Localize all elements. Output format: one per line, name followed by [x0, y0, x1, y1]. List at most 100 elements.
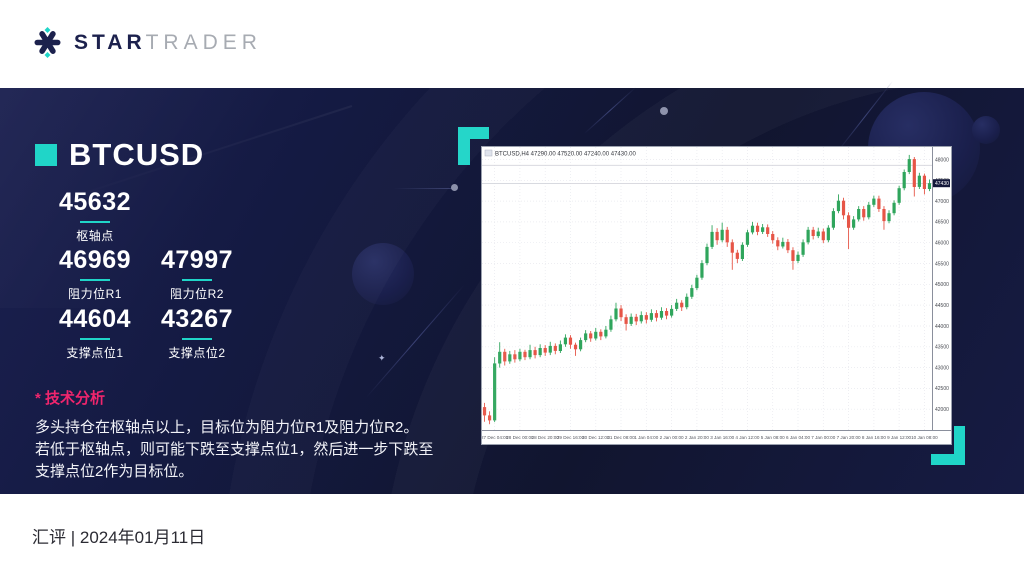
brand-trader: TRADER: [145, 30, 262, 54]
star-asterisk-icon: [32, 27, 63, 58]
candle: [599, 329, 603, 341]
teal-underline: [80, 338, 110, 340]
candle: [624, 314, 628, 331]
candlestick-chart: 42000 42500 43000 43500 44000 44500 45000 45500…: [482, 147, 951, 440]
support1-value: 44604: [58, 305, 132, 333]
candle: [659, 307, 664, 320]
candle: [761, 224, 765, 234]
brand-logo: STARTRADER: [32, 27, 262, 58]
svg-text:44500: 44500: [935, 303, 949, 309]
candle: [518, 348, 522, 362]
candle: [639, 311, 643, 324]
footer-date-text: 汇评 | 2024年01月11日: [32, 528, 206, 547]
candle: [806, 226, 810, 245]
candle: [750, 221, 755, 235]
candle: [755, 222, 760, 236]
teal-square-bullet: [35, 144, 57, 166]
candle: [670, 305, 674, 318]
resistance2-value: 47997: [160, 246, 234, 274]
chart-title: BTCUSD,H4 47290.00 47520.00 47240.00 474…: [495, 151, 636, 157]
candle: [710, 225, 714, 249]
brand-star: STAR: [74, 30, 146, 54]
candle: [791, 247, 795, 270]
candle: [619, 305, 623, 321]
candle: [892, 200, 896, 216]
sparkle-icon: ✦: [378, 353, 386, 363]
analysis-title: * 技术分析: [35, 390, 106, 407]
candle: [508, 350, 512, 364]
candle: [553, 343, 557, 355]
resistance1-value: 46969: [58, 246, 132, 274]
svg-text:2 Jan 00:00: 2 Jan 00:00: [660, 435, 684, 440]
candle: [695, 274, 699, 291]
candle: [846, 212, 851, 249]
candle: [867, 201, 871, 220]
candle: [614, 302, 618, 322]
svg-text:27 Dec 04:00: 27 Dec 04:00: [482, 435, 509, 440]
candle: [826, 225, 830, 243]
symbol-title: BTCUSD: [69, 137, 205, 172]
candle: [568, 335, 573, 349]
candle: [786, 239, 790, 254]
svg-text:8 Jan 16:00: 8 Jan 16:00: [862, 435, 886, 440]
candle: [690, 284, 694, 299]
current-price-tag: [933, 179, 950, 188]
candle: [730, 239, 734, 270]
planet-decoration-small: [972, 116, 1000, 144]
analysis-line: 多头持仓在枢轴点以上，目标位为阻力位R1及阻力位R2。: [35, 419, 419, 436]
svg-text:45000: 45000: [935, 282, 949, 288]
resistance2-block: 47997 阻力位R2: [136, 246, 258, 302]
corner-bracket-bottom-right: [931, 454, 965, 465]
pivot-label: 枢轴点: [76, 229, 114, 243]
candle: [523, 349, 527, 361]
svg-text:10 Jan 08:00: 10 Jan 08:00: [911, 435, 938, 440]
technical-analysis-section: * 技术分析 多头持仓在枢轴点以上，目标位为阻力位R1及阻力位R2。 若低于枢轴…: [35, 387, 435, 483]
candle: [498, 342, 502, 368]
candle: [654, 310, 659, 322]
candle: [634, 313, 638, 326]
candle: [573, 342, 578, 356]
candle: [816, 227, 820, 239]
candle: [740, 242, 744, 261]
header-bar: STARTRADER: [0, 0, 1024, 88]
svg-text:42000: 42000: [935, 407, 949, 413]
candle: [857, 206, 861, 222]
candle: [675, 298, 679, 311]
resistance1-block: 46969 阻力位R1: [34, 246, 156, 302]
svg-text:29 Dec 16:00: 29 Dec 16:00: [557, 435, 585, 440]
candle: [897, 185, 901, 205]
candle: [487, 411, 492, 425]
teal-underline: [80, 221, 110, 223]
svg-text:42500: 42500: [935, 386, 949, 392]
svg-text:7 Jan 00:00: 7 Jan 00:00: [811, 435, 835, 440]
candle: [493, 357, 497, 423]
candle: [685, 293, 689, 310]
candle: [917, 172, 921, 189]
analysis-line: 支撑点位2作为目标位。: [35, 463, 194, 480]
svg-text:47430: 47430: [935, 181, 949, 187]
candle: [649, 309, 653, 322]
candle: [700, 260, 704, 280]
candle: [811, 226, 815, 240]
support1-block: 44604 支撑点位1: [34, 305, 156, 361]
candle: [594, 328, 598, 341]
candle: [781, 237, 785, 249]
candle: [912, 157, 916, 197]
dot-decoration: [660, 107, 668, 115]
resistance2-label: 阻力位R2: [170, 287, 224, 301]
support2-value: 43267: [160, 305, 234, 333]
candle: [735, 249, 739, 264]
svg-text:46500: 46500: [935, 220, 949, 226]
candle: [629, 313, 633, 326]
svg-text:9 Jan 12:00: 9 Jan 12:00: [887, 435, 911, 440]
svg-text:1 Jan 04:00: 1 Jan 04:00: [634, 435, 658, 440]
diagonal-line-decoration: [583, 86, 637, 135]
candle: [715, 228, 719, 245]
svg-text:28 Dec 00:00: 28 Dec 00:00: [506, 435, 534, 440]
main-panel: ✦ BTCUSD 45632 枢轴点 46969 阻力位R1 47997 阻力位…: [0, 78, 1024, 494]
candle: [725, 226, 729, 247]
svg-text:44000: 44000: [935, 324, 949, 330]
svg-text:6 Jan 04:00: 6 Jan 04:00: [786, 435, 810, 440]
candle: [558, 340, 562, 353]
analysis-line: 若低于枢轴点，则可能下跌至支撑点位1，然后进一步下跌至: [35, 441, 434, 458]
